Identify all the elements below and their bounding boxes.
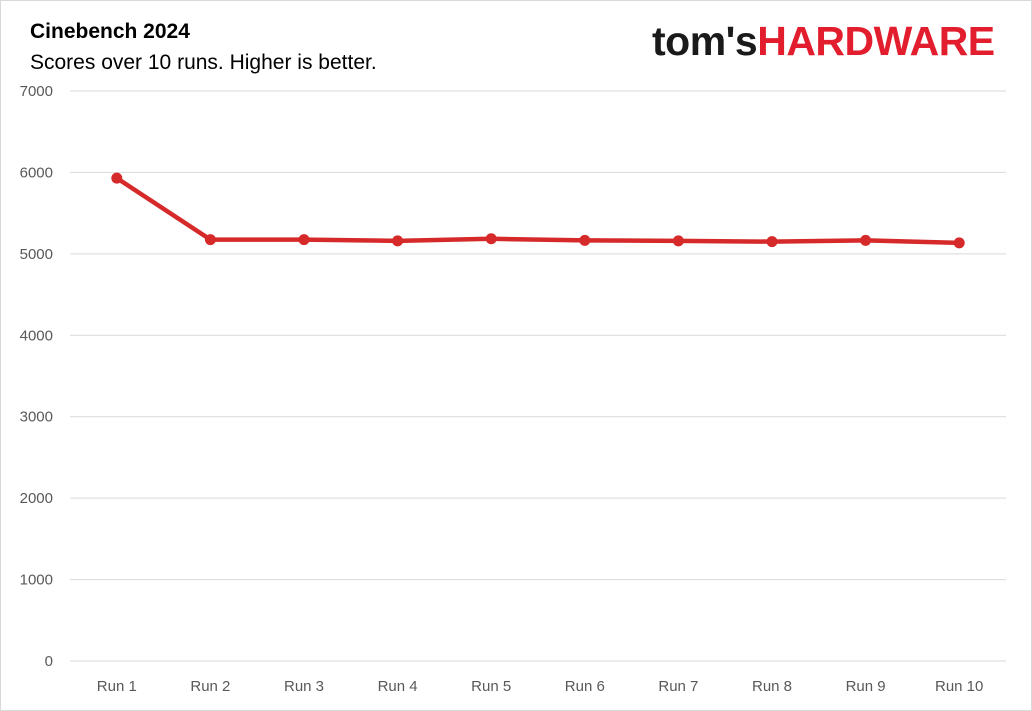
x-axis-labels: Run 1 Run 2 Run 3 Run 4 Run 5 Run 6 Run 7 Run 8… — [97, 678, 984, 695]
data-point — [111, 172, 123, 184]
data-point — [204, 234, 216, 246]
toms-hardware-logo: tom'sHARDWARE — [652, 18, 995, 65]
data-point — [298, 234, 310, 246]
gridlines — [70, 90, 1006, 662]
y-tick-label: 4000 — [20, 327, 53, 344]
logo-part-toms: tom's — [652, 18, 758, 64]
data-point — [392, 235, 404, 247]
y-tick-label: 1000 — [20, 572, 53, 589]
chart-subtitle: Scores over 10 runs. Higher is better. — [30, 51, 377, 74]
data-point — [860, 234, 872, 246]
x-tick-label: Run 7 — [658, 678, 698, 695]
y-axis-labels: 0 1000 2000 3000 4000 5000 6000 7000 — [20, 83, 53, 670]
y-tick-label: 7000 — [20, 83, 53, 100]
x-tick-label: Run 4 — [378, 678, 418, 695]
y-tick-label: 5000 — [20, 246, 53, 263]
data-point — [953, 237, 965, 249]
y-tick-label: 0 — [45, 653, 53, 670]
data-point — [485, 233, 497, 245]
data-point — [766, 236, 778, 248]
x-tick-label: Run 9 — [846, 678, 886, 695]
data-point — [579, 234, 591, 246]
chart-title: Cinebench 2024 — [30, 20, 190, 43]
series-group — [111, 172, 965, 249]
data-point — [672, 235, 684, 247]
x-tick-label: Run 3 — [284, 678, 324, 695]
logo-part-hardware: HARDWARE — [757, 18, 995, 64]
x-tick-label: Run 5 — [471, 678, 511, 695]
x-tick-label: Run 10 — [935, 678, 983, 695]
y-tick-label: 3000 — [20, 409, 53, 426]
series-line — [114, 175, 962, 246]
y-tick-label: 6000 — [20, 164, 53, 181]
x-tick-label: Run 1 — [97, 678, 137, 695]
y-tick-label: 2000 — [20, 490, 53, 507]
x-tick-label: Run 2 — [190, 678, 230, 695]
x-tick-label: Run 8 — [752, 678, 792, 695]
x-tick-label: Run 6 — [565, 678, 605, 695]
